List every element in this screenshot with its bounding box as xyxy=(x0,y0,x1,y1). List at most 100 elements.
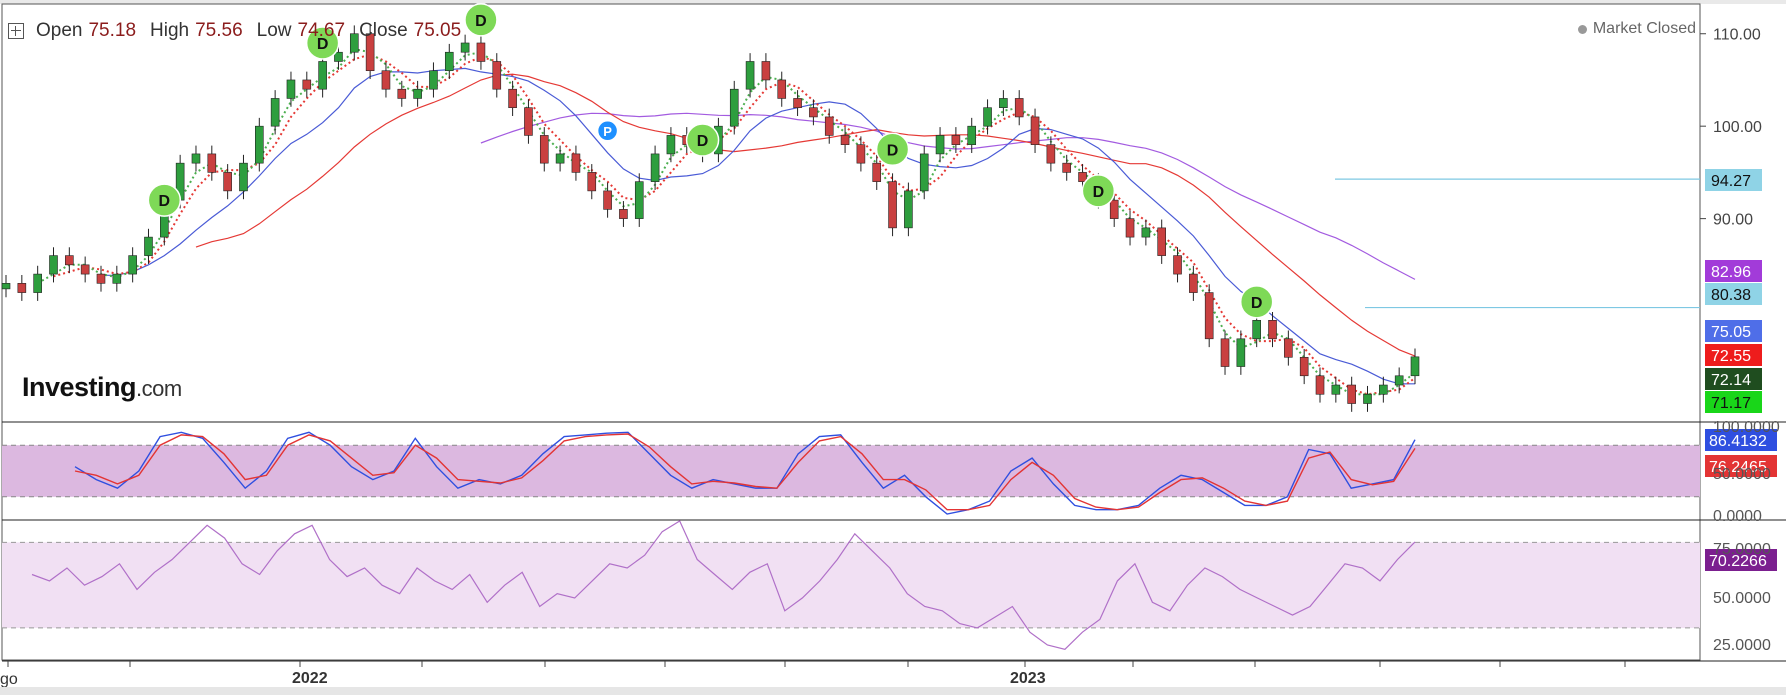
ohlc-legend: Open 75.18 High 75.56 Low 74.67 Close 75… xyxy=(8,20,469,42)
candle-body xyxy=(1046,144,1056,164)
stoch-value-box xyxy=(1705,429,1777,451)
ma-purple-line xyxy=(480,112,1416,280)
candle-body xyxy=(1220,338,1230,367)
candle-body xyxy=(983,107,992,127)
candle-body xyxy=(888,181,897,229)
rsi-tick-label: 50.0000 xyxy=(1713,590,1771,607)
candle-body xyxy=(935,135,945,155)
candle-body xyxy=(793,98,802,108)
market-status: Market Closed xyxy=(1577,20,1696,38)
pattern-marker-d[interactable] xyxy=(875,132,910,167)
candle-body xyxy=(96,273,106,284)
candle-body xyxy=(1078,172,1087,182)
price-label-text: 71.17 xyxy=(1711,395,1751,412)
candle-body xyxy=(365,33,375,72)
y-tick-label: 90.00 xyxy=(1713,212,1753,229)
candle-body xyxy=(207,153,217,173)
candle-body xyxy=(777,79,787,99)
candle-body xyxy=(270,98,280,127)
price-label-box xyxy=(1705,169,1762,191)
candle-body xyxy=(80,264,90,275)
candle-body xyxy=(539,135,549,164)
logo-brand: Investing xyxy=(22,372,137,402)
candle-body xyxy=(191,153,201,164)
candle-body xyxy=(603,190,612,210)
candle-body xyxy=(239,162,248,192)
candle-body xyxy=(476,42,486,62)
price-label-text: 94.27 xyxy=(1711,173,1751,190)
close-label: Close xyxy=(359,20,408,41)
candle-body xyxy=(650,153,660,182)
candle-body xyxy=(318,61,327,90)
candle-body xyxy=(619,209,628,219)
candle-body xyxy=(587,172,597,192)
marker-label: D xyxy=(697,133,709,150)
candle-body xyxy=(508,88,517,108)
y-tick-label: 100.00 xyxy=(1713,119,1762,136)
x-tick-2023: 2023 xyxy=(1010,670,1046,687)
candle-body xyxy=(1157,227,1166,256)
ma-blue-line xyxy=(100,67,1416,385)
pattern-marker-d[interactable] xyxy=(464,3,498,37)
price-label-box xyxy=(1705,344,1762,366)
candle-body xyxy=(666,135,676,155)
candle-body xyxy=(1014,98,1024,118)
pattern-marker-d[interactable] xyxy=(1081,174,1116,208)
stoch-tick-label: 0.0000 xyxy=(1713,508,1762,525)
stoch-band xyxy=(2,445,1700,497)
open-label: Open xyxy=(36,20,83,41)
expand-plus-icon[interactable] xyxy=(8,23,24,39)
top-border xyxy=(0,0,1786,4)
candle-body xyxy=(1236,338,1246,367)
price-label-text: 72.55 xyxy=(1711,348,1751,365)
candle-body xyxy=(761,61,771,81)
candle-body xyxy=(1347,384,1356,404)
logo-domain: .com xyxy=(136,376,182,401)
candle-body xyxy=(397,88,407,99)
stoch-tick-label: 50.0000 xyxy=(1713,466,1771,483)
high-value: 75.56 xyxy=(195,20,243,41)
candle-body xyxy=(999,98,1008,108)
candle-body xyxy=(1363,393,1372,404)
candle-body xyxy=(381,70,391,90)
candle-body xyxy=(128,255,137,275)
x-axis-edge-label: go xyxy=(0,671,18,688)
high-label: High xyxy=(150,20,190,41)
candle-body xyxy=(856,144,866,164)
plot-frame xyxy=(1,3,1701,661)
candle-body xyxy=(524,107,533,136)
price-label-box xyxy=(1705,320,1762,342)
candle-body xyxy=(824,116,834,136)
candle-body xyxy=(1030,116,1040,145)
candle-body xyxy=(729,88,739,127)
candle-body xyxy=(1204,292,1214,340)
x-tick-2022: 2022 xyxy=(292,670,328,687)
stoch-tick-label: 100.0000 xyxy=(1713,419,1780,436)
y-tick-label: 110.00 xyxy=(1713,27,1761,44)
price-label-text: 72.14 xyxy=(1711,372,1751,389)
pattern-marker-p[interactable] xyxy=(596,120,619,142)
candle-body xyxy=(1109,199,1119,219)
bottom-border xyxy=(0,687,1786,695)
price-label-box xyxy=(1705,368,1762,390)
pattern-marker-d[interactable] xyxy=(305,26,340,60)
candle-body xyxy=(429,70,438,90)
marker-label: P xyxy=(603,124,612,139)
pattern-marker-d[interactable] xyxy=(1239,285,1274,319)
rsi-line xyxy=(31,520,1416,650)
pattern-marker-d[interactable] xyxy=(685,123,720,157)
candle-body xyxy=(1141,227,1151,238)
candle-body xyxy=(1173,255,1182,275)
investing-logo: Investing.com xyxy=(22,372,182,403)
candle-body xyxy=(112,273,122,284)
candle-body xyxy=(1252,320,1261,340)
candle-body xyxy=(460,42,470,53)
pattern-marker-d[interactable] xyxy=(147,183,182,217)
rsi-value-text: 70.2266 xyxy=(1709,553,1767,570)
candle-body xyxy=(951,135,961,145)
low-value: 74.67 xyxy=(297,20,346,41)
price-label-text: 82.96 xyxy=(1711,264,1751,281)
candle-body xyxy=(492,61,502,90)
